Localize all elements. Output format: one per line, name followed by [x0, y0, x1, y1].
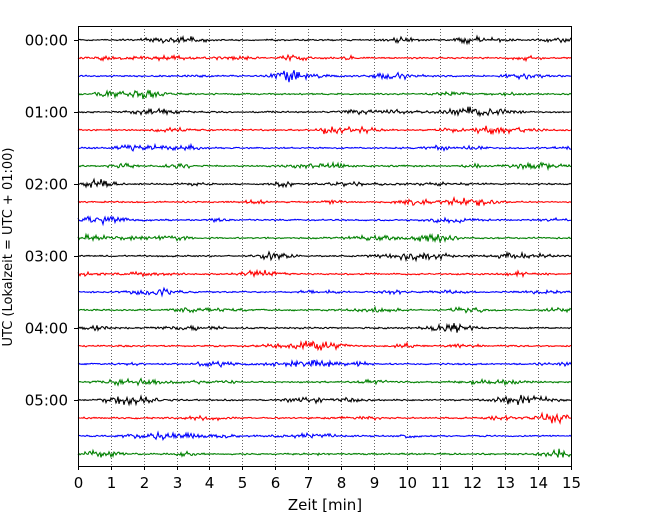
y-tick-label: 04:00	[25, 320, 68, 338]
x-axis-label: Zeit [min]	[288, 496, 362, 514]
trace-line	[77, 377, 572, 387]
x-tick-label: 14	[529, 474, 548, 492]
x-tick-label: 13	[496, 474, 515, 492]
x-tick-label: 15	[562, 474, 581, 492]
trace-line	[77, 215, 572, 227]
trace-line	[77, 305, 572, 314]
trace-line	[77, 286, 572, 298]
trace-line	[77, 430, 572, 442]
x-tick-label: 12	[463, 474, 482, 492]
trace-line	[77, 340, 572, 352]
trace-line	[77, 34, 572, 46]
y-axis-ticks: 00:00 01:00 02:00 03:00 04:00 05:00	[25, 32, 78, 410]
y-tick-label: 03:00	[25, 248, 68, 266]
x-tick-label: 9	[370, 474, 380, 492]
x-tick-label: 5	[238, 474, 248, 492]
trace-line	[77, 232, 572, 244]
trace-line	[77, 196, 572, 207]
trace-line	[77, 322, 572, 333]
x-tick-label: 10	[398, 474, 417, 492]
trace-line	[77, 142, 572, 152]
x-tick-label: 4	[205, 474, 215, 492]
x-tick-label: 3	[173, 474, 183, 492]
trace-line	[77, 394, 572, 407]
trace-line	[77, 177, 572, 189]
trace-line	[77, 250, 572, 263]
trace-line	[77, 160, 572, 172]
x-tick-label: 1	[107, 474, 117, 492]
y-axis-label: UTC (Lokalzeit = UTC + 01:00)	[1, 148, 16, 347]
y-tick-label: 02:00	[25, 176, 68, 194]
x-tick-label: 2	[140, 474, 150, 492]
vertical-gridlines	[111, 26, 539, 466]
plot-frame	[78, 26, 572, 467]
trace-line	[77, 53, 572, 63]
trace-line	[77, 106, 572, 118]
y-tick-label: 00:00	[25, 32, 68, 50]
trace-line	[77, 358, 572, 369]
trace-line	[77, 89, 572, 100]
y-tick-label: 01:00	[25, 104, 68, 122]
x-tick-label: 6	[271, 474, 281, 492]
trace-line	[77, 411, 572, 425]
trace-line	[77, 125, 572, 136]
x-axis-ticks: 0 1 2 3 4 5 6 7 8 9 10 11 12 13 14 15	[74, 466, 581, 492]
trace-line	[77, 448, 572, 459]
x-tick-label: 11	[431, 474, 450, 492]
y-tick-label: 05:00	[25, 392, 68, 410]
trace-line	[77, 268, 572, 279]
x-tick-label: 0	[74, 474, 84, 492]
x-tick-label: 7	[304, 474, 314, 492]
seismic-traces	[77, 34, 572, 459]
trace-line	[77, 70, 572, 83]
x-tick-label: 8	[337, 474, 347, 492]
